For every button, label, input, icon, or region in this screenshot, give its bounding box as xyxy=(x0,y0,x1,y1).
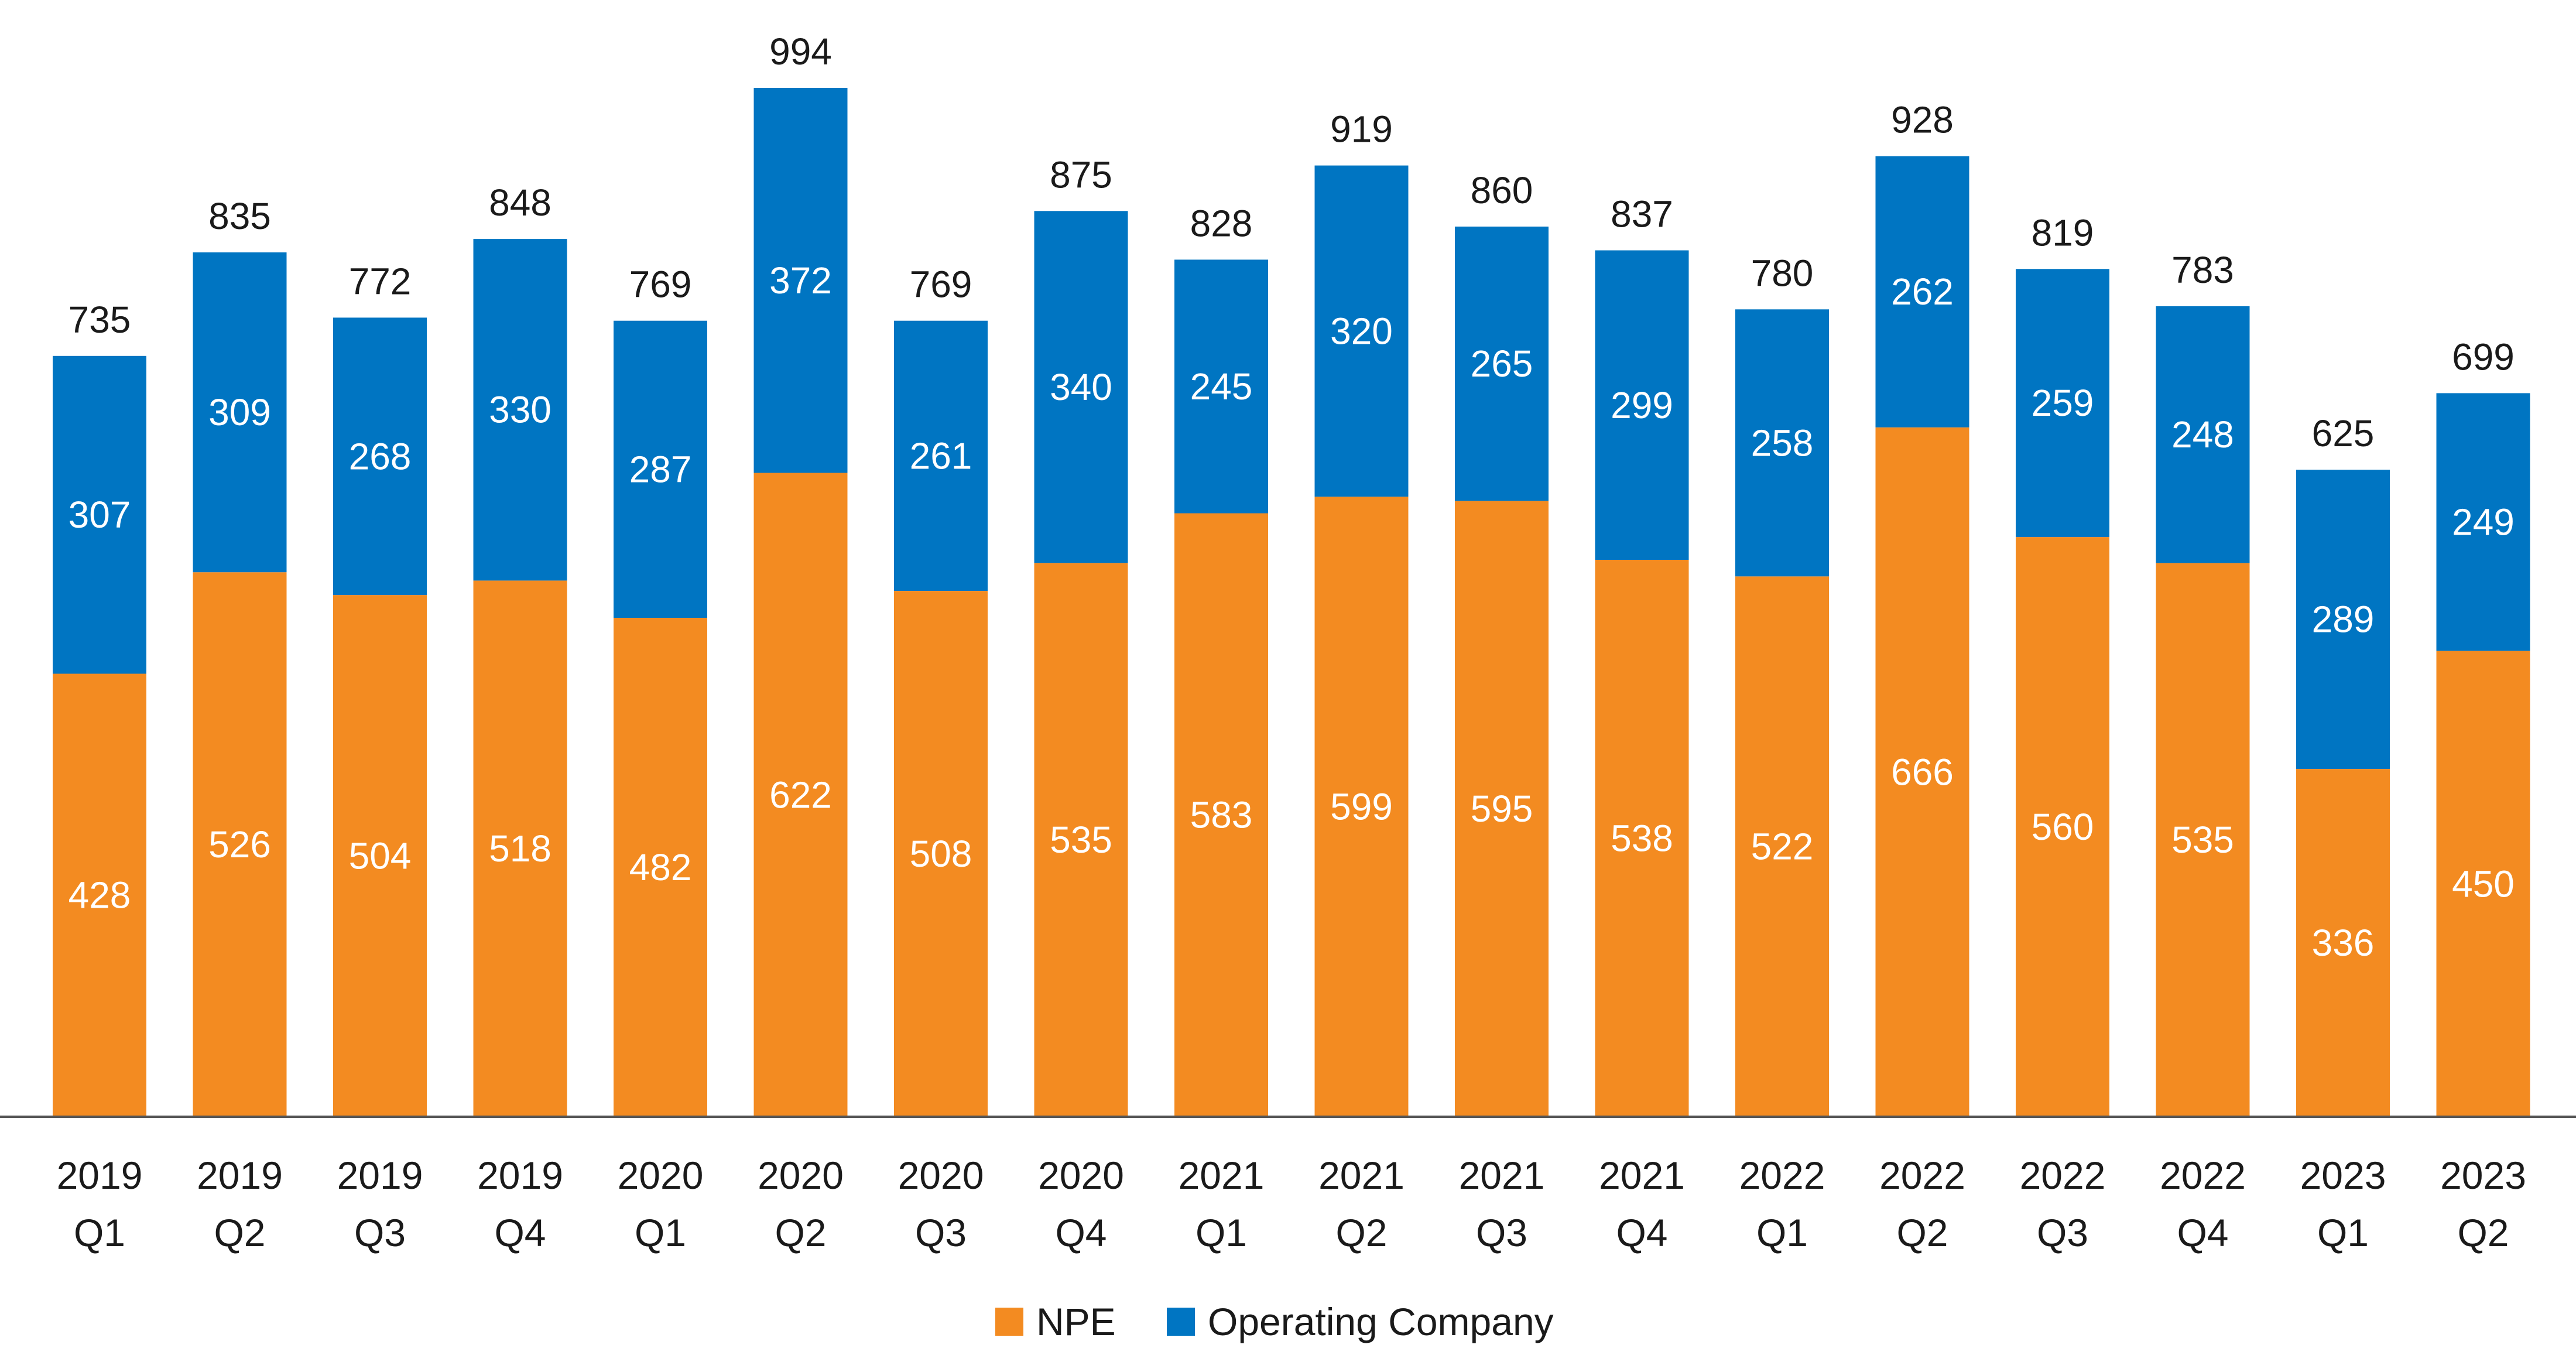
total-label: 819 xyxy=(2032,211,2094,254)
legend-swatch-operating-company xyxy=(1167,1308,1195,1336)
data-label: 526 xyxy=(208,823,271,866)
x-tick-quarter: Q2 xyxy=(214,1211,265,1254)
data-label: 336 xyxy=(2312,922,2375,964)
x-tick-year: 2020 xyxy=(1038,1154,1124,1197)
x-tick-quarter: Q4 xyxy=(494,1211,546,1254)
data-label: 320 xyxy=(1330,310,1393,352)
x-tick-quarter: Q1 xyxy=(1756,1211,1808,1254)
total-label: 783 xyxy=(2171,249,2234,291)
data-label: 535 xyxy=(1050,819,1112,861)
x-tick-labels: 2019 Q1 2019 Q2 2019 Q3 2019 Q4 2020 Q1 2020 Q2 2020… xyxy=(57,1154,2526,1254)
x-tick-year: 2023 xyxy=(2440,1154,2526,1197)
legend: NPE Operating Company xyxy=(995,1300,1554,1343)
total-label: 994 xyxy=(769,30,832,73)
data-label: 299 xyxy=(1611,384,1673,426)
total-label: 772 xyxy=(349,260,412,302)
x-tick-year: 2021 xyxy=(1179,1154,1265,1197)
data-label: 518 xyxy=(489,827,551,870)
data-label: 262 xyxy=(1891,271,1954,313)
data-label: 287 xyxy=(629,448,692,490)
x-tick-quarter: Q3 xyxy=(2037,1211,2088,1254)
x-tick-year: 2022 xyxy=(2160,1154,2246,1197)
data-label: 249 xyxy=(2452,501,2515,543)
data-label: 307 xyxy=(68,494,131,536)
total-label: 860 xyxy=(1471,169,1533,211)
data-label: 622 xyxy=(769,774,832,816)
total-label: 848 xyxy=(489,182,551,224)
x-tick-year: 2020 xyxy=(898,1154,984,1197)
x-tick-year: 2021 xyxy=(1318,1154,1405,1197)
total-label: 837 xyxy=(1611,193,1673,235)
x-tick-quarter: Q4 xyxy=(1055,1211,1107,1254)
x-tick-year: 2022 xyxy=(2020,1154,2106,1197)
data-label: 522 xyxy=(1751,826,1814,868)
legend-swatch-npe xyxy=(995,1308,1023,1336)
stacked-bar-chart: 428 307 735 526 309 835 504 268 772 518 330 848 482 2… xyxy=(0,0,2576,1358)
x-tick-quarter: Q2 xyxy=(1335,1211,1387,1254)
x-tick-year: 2022 xyxy=(1739,1154,1825,1197)
total-label: 928 xyxy=(1891,99,1954,141)
legend-label-npe: NPE xyxy=(1036,1300,1116,1343)
data-label: 538 xyxy=(1611,817,1673,860)
x-tick-quarter: Q2 xyxy=(775,1211,826,1254)
x-tick-quarter: Q4 xyxy=(1616,1211,1667,1254)
x-tick-year: 2020 xyxy=(758,1154,844,1197)
x-tick-year: 2021 xyxy=(1459,1154,1545,1197)
x-tick-year: 2020 xyxy=(618,1154,704,1197)
x-tick-year: 2019 xyxy=(337,1154,423,1197)
total-label: 875 xyxy=(1050,153,1112,196)
legend-label-operating-company: Operating Company xyxy=(1208,1300,1554,1343)
x-tick-year: 2019 xyxy=(57,1154,143,1197)
total-label: 828 xyxy=(1190,202,1253,244)
bars-group xyxy=(53,88,2530,1117)
x-tick-quarter: Q3 xyxy=(354,1211,406,1254)
data-label: 560 xyxy=(2032,806,2094,848)
data-label: 248 xyxy=(2171,413,2234,456)
data-label: 245 xyxy=(1190,365,1253,408)
data-label: 504 xyxy=(349,835,412,877)
total-label: 769 xyxy=(910,264,972,306)
data-label: 599 xyxy=(1330,786,1393,828)
total-label: 835 xyxy=(208,195,271,237)
total-label: 699 xyxy=(2452,336,2515,378)
x-tick-year: 2023 xyxy=(2300,1154,2386,1197)
x-tick-year: 2019 xyxy=(477,1154,563,1197)
x-tick-quarter: Q3 xyxy=(915,1211,967,1254)
data-label: 268 xyxy=(349,435,412,477)
x-tick-quarter: Q4 xyxy=(2177,1211,2228,1254)
total-label: 769 xyxy=(629,264,692,306)
data-label: 666 xyxy=(1891,751,1954,793)
data-label: 309 xyxy=(208,391,271,433)
total-label: 735 xyxy=(68,299,131,341)
x-tick-quarter: Q2 xyxy=(2457,1211,2509,1254)
total-label: 625 xyxy=(2312,412,2375,454)
x-tick-quarter: Q1 xyxy=(1195,1211,1247,1254)
data-label: 289 xyxy=(2312,598,2375,641)
x-tick-year: 2021 xyxy=(1599,1154,1685,1197)
data-label: 372 xyxy=(769,259,832,302)
labels-group: 428 307 735 526 309 835 504 268 772 518 330 848 482 2… xyxy=(68,30,2515,964)
data-label: 535 xyxy=(2171,819,2234,861)
data-label: 330 xyxy=(489,389,551,431)
data-label: 258 xyxy=(1751,422,1814,464)
data-label: 595 xyxy=(1471,788,1533,830)
x-tick-quarter: Q1 xyxy=(635,1211,686,1254)
x-tick-year: 2019 xyxy=(197,1154,283,1197)
total-label: 919 xyxy=(1330,108,1393,150)
data-label: 508 xyxy=(910,833,972,875)
x-tick-year: 2022 xyxy=(1879,1154,1965,1197)
x-tick-quarter: Q3 xyxy=(1476,1211,1527,1254)
data-label: 340 xyxy=(1050,366,1112,408)
data-label: 428 xyxy=(68,874,131,916)
data-label: 583 xyxy=(1190,794,1253,836)
data-label: 259 xyxy=(2032,382,2094,424)
total-label: 780 xyxy=(1751,252,1814,294)
data-label: 450 xyxy=(2452,863,2515,905)
data-label: 265 xyxy=(1471,343,1533,385)
data-label: 482 xyxy=(629,846,692,888)
data-label: 261 xyxy=(910,435,972,477)
x-tick-quarter: Q1 xyxy=(2317,1211,2369,1254)
x-tick-quarter: Q1 xyxy=(74,1211,125,1254)
x-tick-quarter: Q2 xyxy=(1896,1211,1948,1254)
